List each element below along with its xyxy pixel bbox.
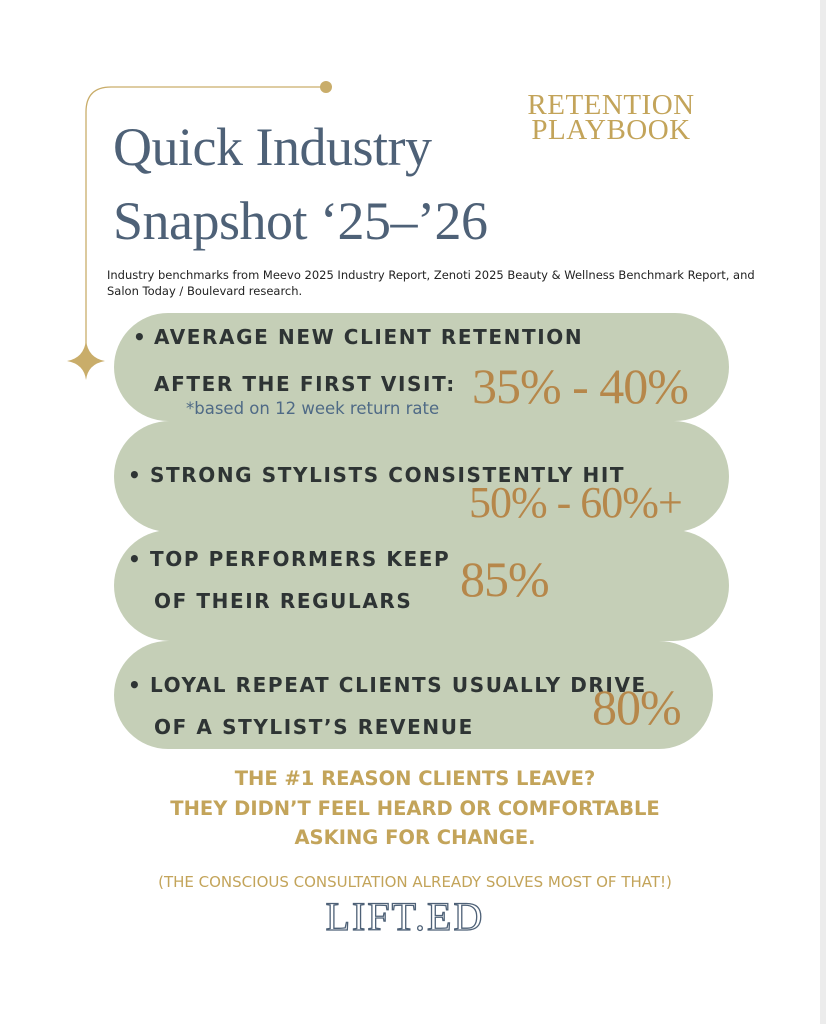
star — [67, 340, 105, 380]
closing-text: THE #1 REASON CLIENTS LEAVE? — [234, 767, 596, 790]
stat-note: *based on 12 week return rate — [186, 399, 440, 418]
title: Snapshot ‘25–’26 — [113, 191, 488, 251]
stat-pill — [114, 641, 713, 749]
stat-text: STRONG STYLISTS CONSISTENTLY HIT — [150, 463, 626, 487]
source-note: Industry benchmarks from Meevo 2025 Indu… — [107, 268, 755, 282]
frame-dot — [320, 81, 332, 93]
stat-value: 85% — [460, 551, 550, 607]
stat-text: AFTER THE FIRST VISIT: — [154, 372, 456, 396]
stat-text: OF THEIR REGULARS — [154, 589, 413, 613]
source-note: Salon Today / Boulevard research. — [107, 284, 303, 298]
stat-pill — [114, 421, 729, 532]
logo: LIFT.ED — [325, 893, 485, 939]
stat-text: LOYAL REPEAT CLIENTS USUALLY DRIVE — [150, 673, 647, 697]
stat-text: OF A STYLIST’S REVENUE — [154, 715, 474, 739]
brand: PLAYBOOK — [531, 114, 691, 146]
stat-pill — [114, 530, 729, 641]
stat-value: 50% - 60%+ — [469, 478, 683, 527]
stat-text: AVERAGE NEW CLIENT RETENTION — [154, 325, 584, 349]
bullet: • — [128, 673, 143, 697]
bullet: • — [133, 325, 148, 349]
frame-line — [85, 86, 326, 345]
closing-text: THEY DIDN’T FEEL HEARD OR COMFORTABLE — [170, 797, 660, 820]
closing-text: ASKING FOR CHANGE. — [294, 826, 536, 849]
stat-value: 35% - 40% — [472, 358, 689, 414]
bullet: • — [128, 547, 143, 571]
bullet: • — [128, 463, 143, 487]
title: Quick Industry — [113, 117, 432, 177]
stat-value: 80% — [592, 679, 682, 735]
closing-aside: (THE CONSCIOUS CONSULTATION ALREADY SOLV… — [158, 873, 672, 891]
stat-text: TOP PERFORMERS KEEP — [150, 547, 451, 571]
decoration — [67, 81, 332, 380]
stat-pill — [114, 313, 729, 421]
page-edge — [820, 0, 826, 1024]
brand: RETENTION — [527, 89, 695, 121]
